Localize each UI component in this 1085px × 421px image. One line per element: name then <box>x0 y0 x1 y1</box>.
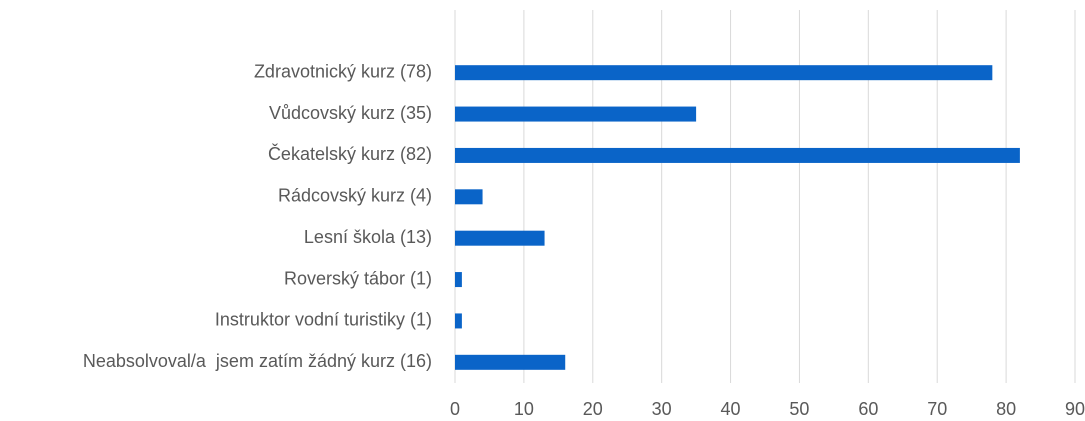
y-tick-label: Lesní škola (13) <box>304 227 432 247</box>
x-tick-label: 70 <box>927 399 947 419</box>
y-tick-label: Neabsolvoval/a jsem zatím žádný kurz (16… <box>83 351 432 371</box>
bar <box>455 272 462 288</box>
bar <box>455 189 483 205</box>
x-tick-label: 60 <box>858 399 878 419</box>
y-tick-label: Čekatelský kurz (82) <box>268 143 432 164</box>
x-tick-label: 90 <box>1065 399 1085 419</box>
x-tick-label: 0 <box>450 399 460 419</box>
x-tick-label: 50 <box>789 399 809 419</box>
y-tick-label: Rádcovský kurz (4) <box>278 186 432 206</box>
x-tick-label: 40 <box>721 399 741 419</box>
y-tick-label: Zdravotnický kurz (78) <box>254 61 432 81</box>
bar <box>455 65 993 81</box>
bar <box>455 106 697 122</box>
bar <box>455 230 545 246</box>
x-tick-label: 30 <box>652 399 672 419</box>
bar <box>455 354 566 370</box>
x-tick-label: 20 <box>583 399 603 419</box>
y-tick-label: Instruktor vodní turistiky (1) <box>215 310 432 330</box>
bar <box>455 147 1020 163</box>
y-tick-label: Vůdcovský kurz (35) <box>269 103 432 123</box>
x-tick-label: 80 <box>996 399 1016 419</box>
y-tick-label: Roverský tábor (1) <box>284 268 432 288</box>
bar <box>455 313 462 329</box>
x-tick-label: 10 <box>514 399 534 419</box>
